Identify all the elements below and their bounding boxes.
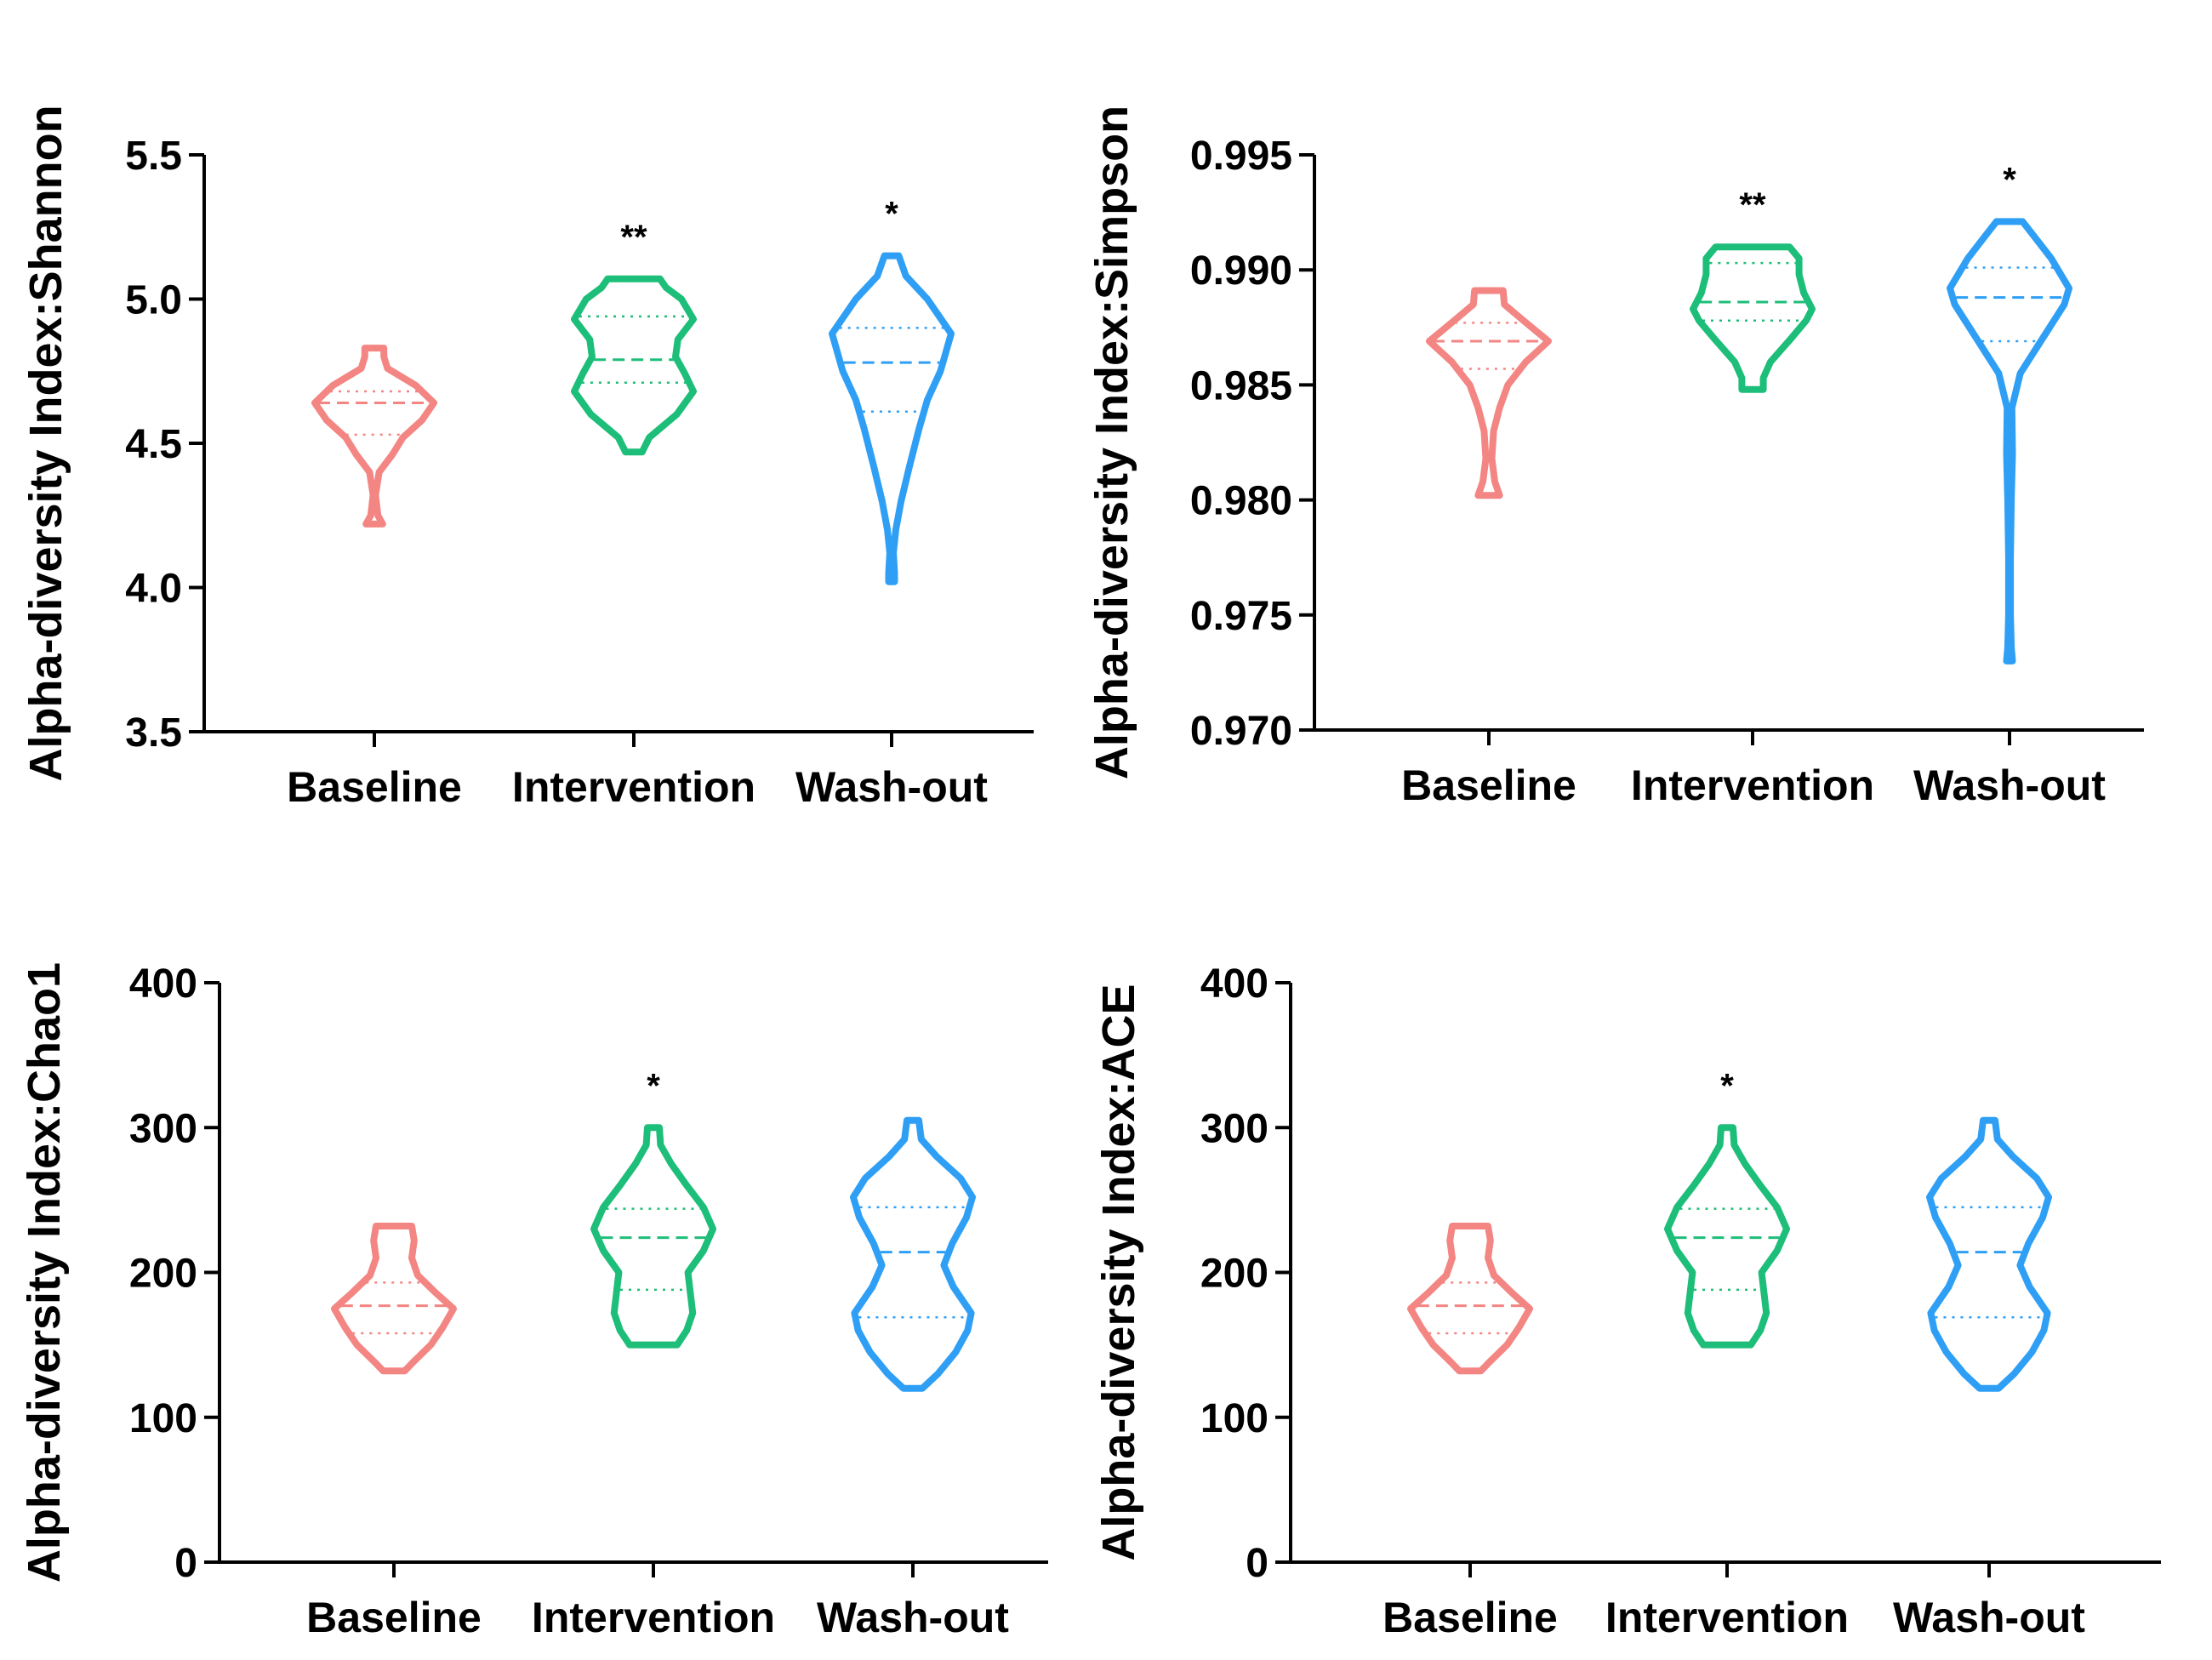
y-tick-label: 400	[1200, 961, 1268, 1007]
violin-wash-out	[1926, 1116, 2052, 1392]
x-tick-label-wash-out: Wash-out	[817, 1594, 1009, 1641]
x-tick-label-baseline: Baseline	[1382, 1594, 1558, 1641]
panel-simpson: 0.970 0.975 0.980 0.985 0.990 0.995 Alpha-dive…	[1086, 106, 2144, 809]
significance-marker: *	[2003, 161, 2016, 198]
y-tick-label: 300	[1200, 1106, 1268, 1151]
y-tick-label: 100	[1200, 1396, 1268, 1441]
violin-wash-out	[1947, 218, 2072, 665]
y-tick-label: 4.0	[125, 567, 182, 612]
violin-intervention	[571, 275, 697, 456]
significance-marker: *	[647, 1067, 660, 1104]
y-axis-title: Alpha-diversity Index:Chao1	[19, 962, 70, 1583]
x-tick-label-baseline: Baseline	[306, 1594, 482, 1641]
significance-marker: *	[1720, 1067, 1734, 1104]
significance-marker: **	[1739, 186, 1766, 224]
violin-intervention	[1690, 243, 1816, 393]
violin-intervention	[1664, 1124, 1790, 1349]
x-tick-label-wash-out: Wash-out	[1893, 1594, 2085, 1641]
violin-baseline	[1426, 287, 1552, 499]
x-tick-label-baseline: Baseline	[287, 763, 462, 811]
panel-ace: 0 100 200 300 400 Alpha-diversity Index:ACE Ba…	[1093, 961, 2161, 1641]
y-tick-label: 3.5	[125, 710, 182, 756]
y-tick-label: 0	[1246, 1541, 1268, 1586]
y-tick-label: 200	[1200, 1252, 1268, 1297]
y-tick-label: 200	[129, 1252, 197, 1297]
y-axis-title: Alpha-diversity Index:Simpson	[1086, 106, 1137, 779]
violin-intervention	[590, 1124, 716, 1349]
x-tick-label-wash-out: Wash-out	[1913, 762, 2106, 809]
violin-baseline	[331, 1223, 457, 1375]
violin-baseline	[1407, 1223, 1533, 1375]
x-tick-label-intervention: Intervention	[512, 763, 755, 811]
x-tick-label-intervention: Intervention	[532, 1594, 775, 1641]
y-axis-title: Alpha-diversity Index:ACE	[1093, 984, 1144, 1560]
y-tick-label: 100	[129, 1396, 197, 1441]
x-tick-label-intervention: Intervention	[1605, 1594, 1849, 1641]
y-tick-label: 300	[129, 1106, 197, 1151]
x-tick-label-baseline: Baseline	[1401, 762, 1576, 809]
significance-marker: *	[885, 196, 898, 233]
x-tick-label-wash-out: Wash-out	[795, 763, 988, 811]
violin-wash-out	[850, 1116, 976, 1392]
y-tick-label: 400	[129, 961, 197, 1007]
panel-shannon: 3.5 4.0 4.5 5.0 5.5 Alpha-diversity Index:Sha…	[20, 105, 1034, 811]
violin-wash-out	[829, 252, 955, 585]
y-tick-label: 0.975	[1190, 594, 1292, 639]
x-tick-label-intervention: Intervention	[1631, 762, 1874, 809]
y-tick-label: 5.5	[125, 134, 182, 179]
y-tick-label: 0.985	[1190, 363, 1292, 408]
significance-marker: **	[620, 219, 647, 256]
violin-baseline	[311, 345, 437, 528]
y-tick-label: 0	[174, 1541, 197, 1586]
panel-chao1: 0 100 200 300 400 Alpha-diversity Index:Chao1…	[19, 961, 1048, 1641]
y-axis-title: Alpha-diversity Index:Shannon	[20, 105, 71, 781]
y-tick-label: 0.970	[1190, 709, 1292, 754]
y-tick-label: 0.995	[1190, 134, 1292, 179]
y-tick-label: 4.5	[125, 422, 182, 467]
y-tick-label: 0.980	[1190, 479, 1292, 524]
y-tick-label: 0.990	[1190, 248, 1292, 294]
y-tick-label: 5.0	[125, 278, 182, 323]
